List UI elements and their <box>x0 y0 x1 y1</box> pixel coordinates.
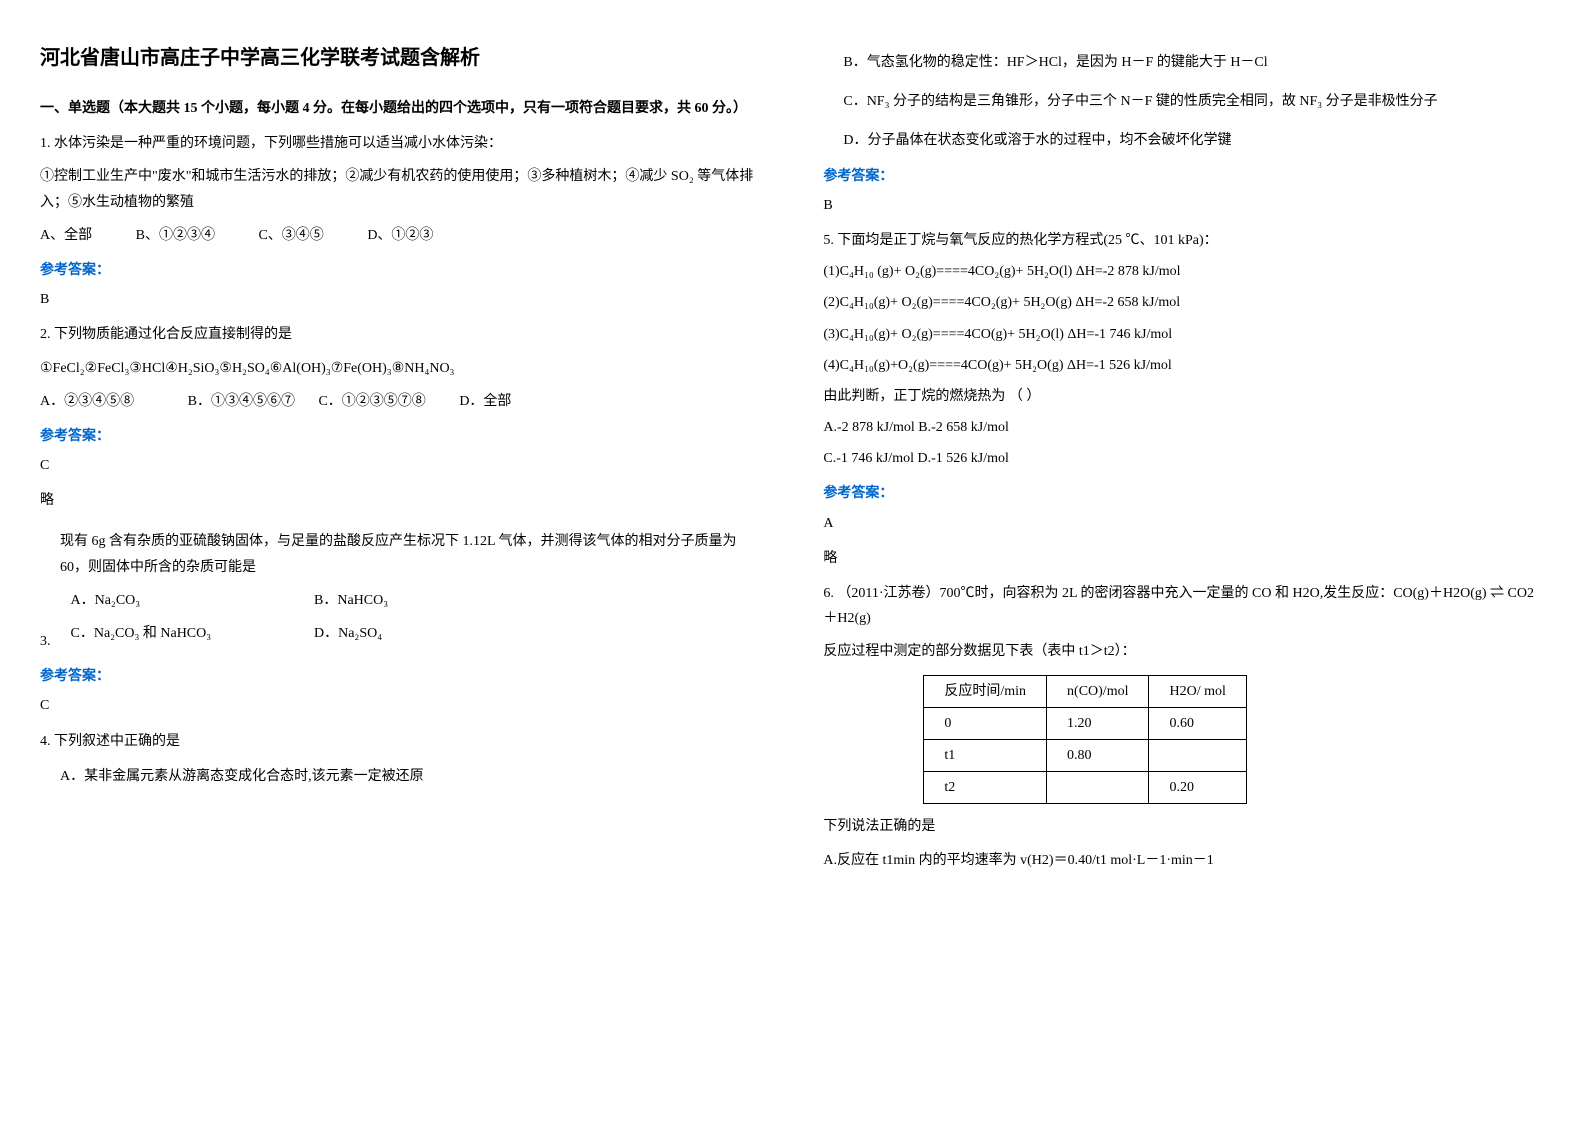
table-row: t2 0.20 <box>924 772 1247 804</box>
q1-opt-d: D、①②③ <box>367 223 433 248</box>
q3-opt-a: A．Na₂CO₃ <box>71 588 271 613</box>
q3-stem: 现有 6g 含有杂质的亚硫酸钠固体，与足量的盐酸反应产生标况下 1.12L 气体… <box>40 529 763 579</box>
q4-opt-c: C．NF₃ 分子的结构是三角锥形，分子中三个 N－F 键的性质完全相同，故 NF… <box>823 89 1546 114</box>
question-2: 2. 下列物质能通过化合反应直接制得的是 ①FeCl₂②FeCl₃③HCl④H₂… <box>40 322 763 414</box>
q3-answer-label: 参考答案： <box>40 664 763 689</box>
q2-options: A．②③④⑤⑧ B．①③④⑤⑥⑦ C．①②③⑤⑦⑧ D．全部 <box>40 389 763 414</box>
q1-opt-a: A、全部 <box>40 223 92 248</box>
q1-options: A、全部 B、①②③④ C、③④⑤ D、①②③ <box>40 223 763 248</box>
q5-note: 略 <box>823 546 1546 571</box>
q1-opt-b: B、①②③④ <box>136 223 215 248</box>
q2-stem: 2. 下列物质能通过化合反应直接制得的是 <box>40 322 763 347</box>
td: 1.20 <box>1047 707 1149 739</box>
q5-answer-label: 参考答案： <box>823 481 1546 506</box>
q4-opt-a: A．某非金属元素从游离态变成化合态时,该元素一定被还原 <box>40 764 763 789</box>
td: 0.60 <box>1149 707 1246 739</box>
q2-body: ①FeCl₂②FeCl₃③HCl④H₂SiO₃⑤H₂SO₄⑥Al(OH)₃⑦Fe… <box>40 356 763 381</box>
q1-stem: 1. 水体污染是一种严重的环境问题，下列哪些措施可以适当减小水体污染： <box>40 131 763 156</box>
q3-opt-d: D．Na₂SO₄ <box>314 621 382 646</box>
section-1-title: 一、单选题（本大题共 15 个小题，每小题 4 分。在每小题给出的四个选项中，只… <box>40 96 763 121</box>
q5-eq2: (2)C₄H₁₀(g)+ O₂(g)====4CO₂(g)+ 5H₂O(g) Δ… <box>823 290 1546 315</box>
q3-num: 3. <box>40 629 51 654</box>
q5-eq3: (3)C₄H₁₀(g)+ O₂(g)====4CO(g)+ 5H₂O(l) ΔH… <box>823 322 1546 347</box>
td: 0.80 <box>1047 739 1149 771</box>
q5-eq4: (4)C₄H₁₀(g)+O₂(g)====4CO(g)+ 5H₂O(g) ΔH=… <box>823 353 1546 378</box>
question-3: 现有 6g 含有杂质的亚硫酸钠固体，与足量的盐酸反应产生标况下 1.12L 气体… <box>40 529 763 654</box>
q1-answer: B <box>40 287 763 312</box>
q5-tail: 由此判断，正丁烷的燃烧热为 （ ） <box>823 384 1546 409</box>
q5-answer: A <box>823 511 1546 536</box>
q6-opt-a: A.反应在 t1min 内的平均速率为 v(H2)＝0.40/t1 mol·L－… <box>823 848 1546 873</box>
q2-note: 略 <box>40 488 763 513</box>
q3-opt-b: B．NaHCO₃ <box>314 588 388 613</box>
td <box>1149 739 1246 771</box>
right-column: B．气态氢化物的稳定性：HF＞HCl，是因为 H－F 的键能大于 H－Cl C．… <box>823 40 1546 883</box>
q5-opts-1: A.-2 878 kJ/mol B.-2 658 kJ/mol <box>823 415 1546 440</box>
q6-stem: 6. （2011·江苏卷）700℃时，向容积为 2L 的密闭容器中充入一定量的 … <box>823 581 1546 631</box>
q1-body: ①控制工业生产中"废水"和城市生活污水的排放；②减少有机农药的使用使用；③多种植… <box>40 164 763 214</box>
th-0: 反应时间/min <box>924 675 1047 707</box>
q3-options-row2: C．Na₂CO₃ 和 NaHCO₃ D．Na₂SO₄ <box>61 621 764 646</box>
q3-options-row1: A．Na₂CO₃ B．NaHCO₃ <box>61 588 764 613</box>
th-1: n(CO)/mol <box>1047 675 1149 707</box>
q5-eq1: (1)C₄H₁₀ (g)+ O₂(g)====4CO₂(g)+ 5H₂O(l) … <box>823 259 1546 284</box>
td: t1 <box>924 739 1047 771</box>
q4-answer-label: 参考答案： <box>823 164 1546 189</box>
td <box>1047 772 1149 804</box>
q3-answer: C <box>40 693 763 718</box>
q5-stem: 5. 下面均是正丁烷与氧气反应的热化学方程式(25 ℃、101 kPa)： <box>823 228 1546 253</box>
q4-opt-b: B．气态氢化物的稳定性：HF＞HCl，是因为 H－F 的键能大于 H－Cl <box>823 50 1546 75</box>
table-row: t1 0.80 <box>924 739 1247 771</box>
td: 0 <box>924 707 1047 739</box>
table-row: 0 1.20 0.60 <box>924 707 1247 739</box>
question-4: 4. 下列叙述中正确的是 A．某非金属元素从游离态变成化合态时,该元素一定被还原 <box>40 729 763 789</box>
q1-answer-label: 参考答案： <box>40 258 763 283</box>
q2-opt-d: D．全部 <box>459 389 511 414</box>
q2-opt-c: C．①②③⑤⑦⑧ <box>318 389 425 414</box>
q4-opt-d: D．分子晶体在状态变化或溶于水的过程中，均不会破坏化学键 <box>823 128 1546 153</box>
q4-stem: 4. 下列叙述中正确的是 <box>40 729 763 754</box>
main-title: 河北省唐山市高庄子中学高三化学联考试题含解析 <box>40 40 763 76</box>
q6-table: 反应时间/min n(CO)/mol H2O/ mol 0 1.20 0.60 … <box>923 675 1247 805</box>
q2-opt-b: B．①③④⑤⑥⑦ <box>188 389 295 414</box>
q3-opt-c: C．Na₂CO₃ 和 NaHCO₃ <box>71 621 271 646</box>
question-6: 6. （2011·江苏卷）700℃时，向容积为 2L 的密闭容器中充入一定量的 … <box>823 581 1546 873</box>
q5-opts-2: C.-1 746 kJ/mol D.-1 526 kJ/mol <box>823 446 1546 471</box>
q2-answer-label: 参考答案： <box>40 424 763 449</box>
question-1: 1. 水体污染是一种严重的环境问题，下列哪些措施可以适当减小水体污染： ①控制工… <box>40 131 763 248</box>
q6-sub: 反应过程中测定的部分数据见下表（表中 t1＞t2）： <box>823 639 1546 664</box>
td: t2 <box>924 772 1047 804</box>
q1-opt-c: C、③④⑤ <box>258 223 323 248</box>
q2-answer: C <box>40 453 763 478</box>
q2-opt-a: A．②③④⑤⑧ <box>40 389 134 414</box>
table-header-row: 反应时间/min n(CO)/mol H2O/ mol <box>924 675 1247 707</box>
left-column: 河北省唐山市高庄子中学高三化学联考试题含解析 一、单选题（本大题共 15 个小题… <box>40 40 763 883</box>
q6-tail: 下列说法正确的是 <box>823 814 1546 839</box>
td: 0.20 <box>1149 772 1246 804</box>
th-2: H2O/ mol <box>1149 675 1246 707</box>
question-5: 5. 下面均是正丁烷与氧气反应的热化学方程式(25 ℃、101 kPa)： (1… <box>823 228 1546 472</box>
q4-answer: B <box>823 193 1546 218</box>
